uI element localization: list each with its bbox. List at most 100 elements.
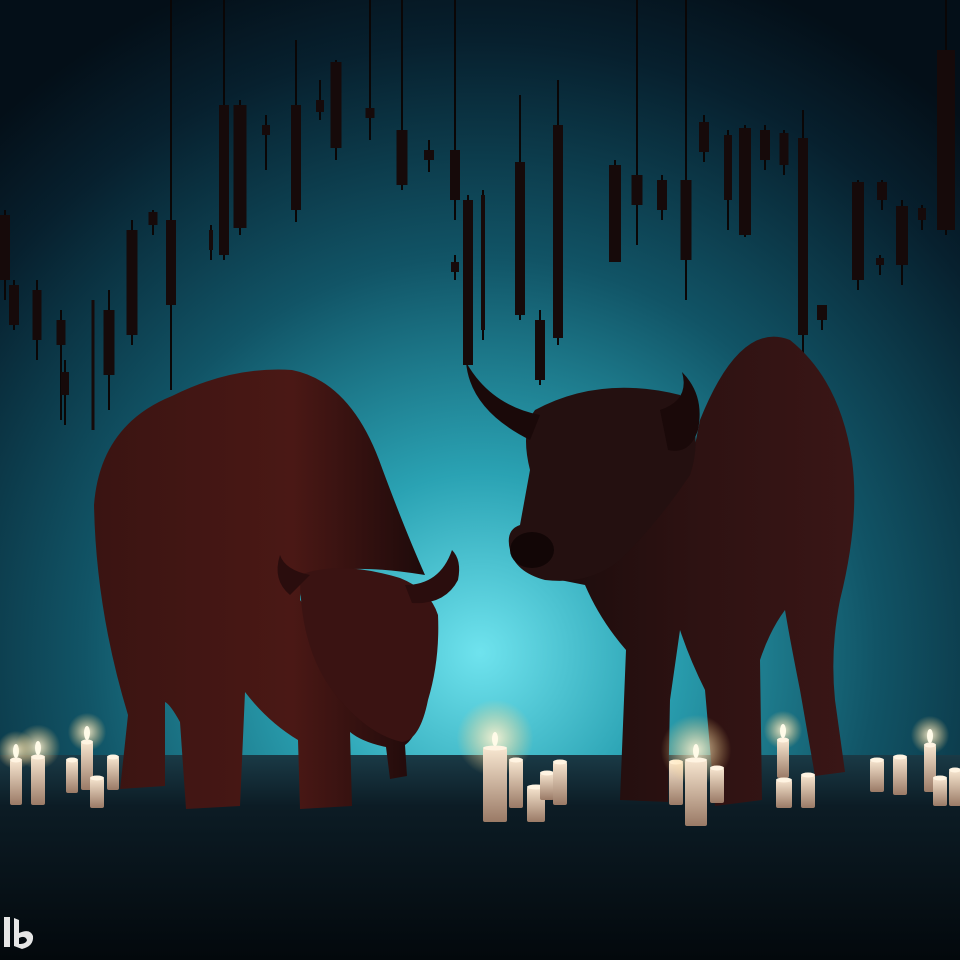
candle-top <box>509 757 523 763</box>
bull-left-head <box>300 568 439 742</box>
candle <box>870 760 884 792</box>
stick-body <box>148 212 158 225</box>
stick-body <box>209 230 213 250</box>
stick-body <box>876 258 884 265</box>
candle-top <box>685 757 707 763</box>
stick-body <box>481 195 485 330</box>
stick-body <box>553 125 563 338</box>
stick-body <box>896 206 908 265</box>
stick-body <box>657 180 667 210</box>
floor <box>0 755 960 960</box>
stick-body <box>451 262 459 272</box>
stick-body <box>760 130 770 160</box>
stick-body <box>798 138 808 335</box>
candle-top <box>933 775 947 781</box>
stick-body <box>515 162 525 315</box>
candle <box>509 760 523 808</box>
stick-body <box>396 130 408 185</box>
stick-body <box>424 150 434 160</box>
candle <box>801 775 815 808</box>
candle <box>90 778 104 808</box>
hanging-candlesticks <box>0 0 955 430</box>
logo <box>4 917 34 949</box>
stick-body <box>126 230 138 335</box>
candle-top <box>81 739 93 745</box>
candle-top <box>801 772 815 778</box>
candle <box>949 770 960 806</box>
candle-top <box>893 754 907 760</box>
candle-top <box>710 765 724 771</box>
stick-body <box>918 208 926 220</box>
candle-top <box>31 754 45 760</box>
stick-body <box>91 300 95 430</box>
candle-top <box>540 770 554 776</box>
stick-body <box>103 310 115 375</box>
candle-flame <box>780 724 786 738</box>
stick-body <box>937 50 955 230</box>
stick-body <box>0 215 10 280</box>
candle <box>933 778 947 806</box>
stick-body <box>262 125 270 135</box>
stick-body <box>779 133 789 165</box>
stick-body <box>32 290 42 340</box>
stick-body <box>219 105 229 255</box>
candle <box>66 760 78 793</box>
candle-top <box>949 767 960 773</box>
bull-right-nose <box>510 532 554 568</box>
stick-body <box>233 105 247 228</box>
candle <box>685 760 707 826</box>
stick-body <box>330 62 342 148</box>
stick-body <box>817 305 827 320</box>
stick-body <box>631 175 643 205</box>
candle-flame <box>492 732 498 746</box>
stick-body <box>877 182 887 200</box>
stick-body <box>699 122 709 152</box>
stick-body <box>365 108 375 118</box>
bull-left-horn-back <box>277 555 310 595</box>
stick-body <box>852 182 864 280</box>
stick-body <box>61 372 69 395</box>
stick-body <box>535 320 545 380</box>
candle-top <box>90 775 104 781</box>
floor-candles <box>0 699 960 826</box>
stick-body <box>724 135 732 200</box>
candle <box>777 740 789 778</box>
candle <box>710 768 724 803</box>
logo-b <box>14 918 34 949</box>
stick-body <box>166 220 176 305</box>
stick-body <box>56 320 66 345</box>
candle-top <box>483 745 507 751</box>
bull-right-horn-back <box>660 372 700 451</box>
candle-top <box>107 754 119 760</box>
candle-top <box>553 759 567 765</box>
stick-body <box>291 105 301 210</box>
candle <box>540 773 554 800</box>
stick-body <box>316 100 324 112</box>
bull-right-head <box>508 387 696 581</box>
stick-body <box>450 150 460 200</box>
stick-body <box>9 285 19 325</box>
stick-body <box>609 165 621 262</box>
candle-top <box>66 757 78 763</box>
stick-body <box>739 128 751 235</box>
candle <box>107 757 119 790</box>
bull-right-horn <box>466 362 540 440</box>
candle <box>483 748 507 822</box>
candle <box>10 760 22 805</box>
bull-right <box>550 336 855 806</box>
candle-flame <box>35 741 41 755</box>
candle-flame <box>693 744 699 758</box>
candle-top <box>777 737 789 743</box>
bull-left-horn <box>405 550 460 604</box>
candle-flame <box>927 729 933 743</box>
candle-top <box>870 757 884 763</box>
stick-body <box>463 200 473 365</box>
candle <box>31 757 45 805</box>
candle-top <box>924 742 936 748</box>
candle <box>776 780 792 808</box>
candle <box>553 762 567 805</box>
logo-bar <box>4 917 10 947</box>
candle-flame <box>84 726 90 740</box>
candle-top <box>776 777 792 783</box>
